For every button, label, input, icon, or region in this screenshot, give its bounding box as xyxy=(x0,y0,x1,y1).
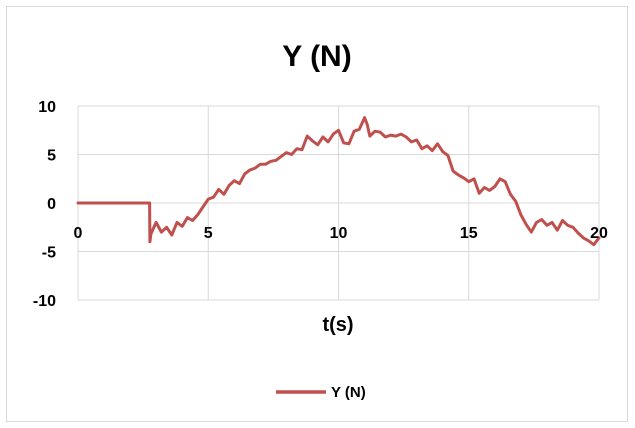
x-tick-label: 15 xyxy=(460,225,478,242)
y-tick-label: -5 xyxy=(42,245,56,262)
x-tick-label: 20 xyxy=(590,225,608,242)
gridlines xyxy=(77,105,600,301)
chart-frame xyxy=(6,6,628,422)
x-tick-label: 5 xyxy=(204,225,213,242)
y-tick-label: 5 xyxy=(47,148,56,165)
legend: Y (N) xyxy=(276,384,366,401)
x-tick-label: 0 xyxy=(74,225,83,242)
series-line-y-n xyxy=(76,116,601,247)
y-axis-tick-labels: 10 5 0 -5 -10 xyxy=(33,99,56,310)
legend-label-y-n: Y (N) xyxy=(331,384,366,401)
y-tick-label: 10 xyxy=(38,99,56,116)
x-axis-tick-labels: 0 5 10 15 20 xyxy=(74,225,608,242)
x-axis-title: t(s) xyxy=(322,314,353,336)
y-tick-label: 0 xyxy=(47,196,56,213)
chart-title: Y (N) xyxy=(282,40,351,73)
x-tick-label: 10 xyxy=(330,225,348,242)
y-tick-label: -10 xyxy=(33,293,56,310)
